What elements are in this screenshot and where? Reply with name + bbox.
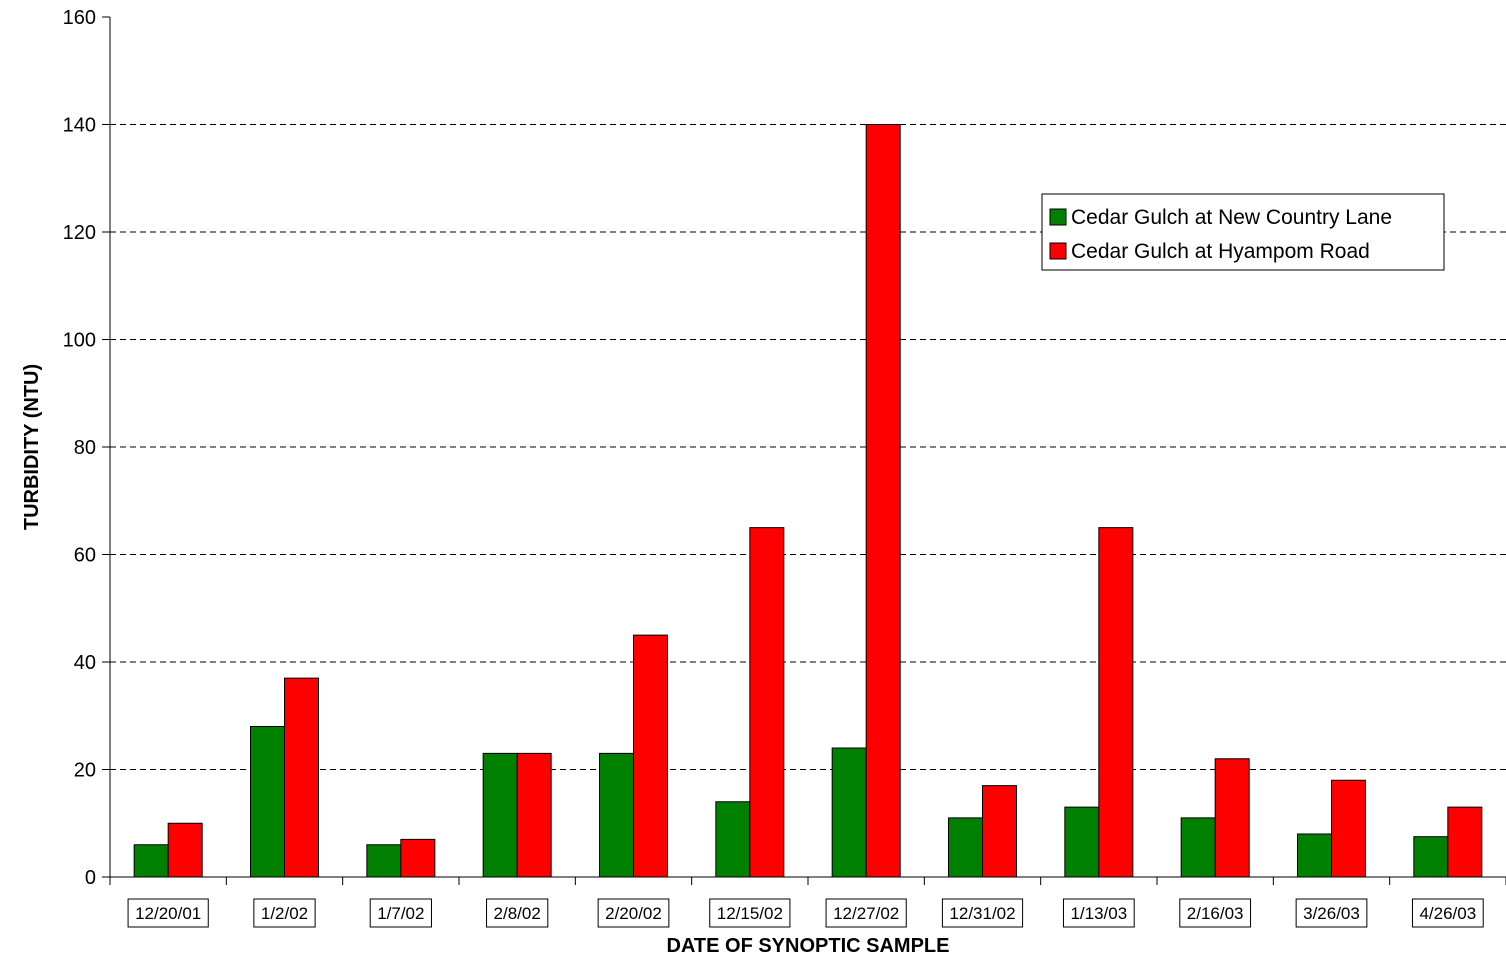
x-category-text: 1/13/03 (1070, 904, 1127, 923)
x-category-text: 12/20/01 (135, 904, 201, 923)
bar-new-country-lane (948, 817, 983, 878)
x-category-label: 3/26/03 (1295, 898, 1368, 928)
bar-new-country-lane (1413, 836, 1449, 878)
bar-new-country-lane (250, 726, 285, 878)
bar-hyampom-road (284, 677, 319, 878)
bar-hyampom-road (516, 752, 552, 878)
bar-new-country-lane (831, 747, 867, 878)
bar-hyampom-road (167, 822, 203, 878)
bar-new-country-lane (133, 844, 169, 878)
x-category-label: 12/20/01 (127, 898, 209, 928)
legend: Cedar Gulch at New Country Lane Cedar Gul… (1041, 193, 1445, 271)
bar-new-country-lane (715, 801, 751, 878)
x-category-box (597, 898, 670, 928)
bar-hyampom-road (1098, 527, 1134, 878)
x-category-box (369, 898, 432, 928)
bar-hyampom-road (400, 838, 436, 878)
x-category-label: 12/27/02 (825, 898, 907, 928)
bar-hyampom-road (1447, 806, 1483, 878)
y-axis-title: TURBIDITY (NTU) (21, 364, 43, 530)
x-category-box (941, 898, 1024, 928)
y-tick-label: 40 (74, 652, 96, 674)
axes (102, 16, 1506, 885)
x-category-label: 2/16/03 (1179, 898, 1252, 928)
bar-new-country-lane (599, 752, 634, 878)
legend-swatch (1049, 208, 1067, 226)
x-category-box (1295, 898, 1368, 928)
x-category-text: 12/15/02 (717, 904, 783, 923)
legend-label: Cedar Gulch at Hyampom Road (1071, 240, 1370, 263)
y-tick-label: 0 (85, 867, 96, 889)
x-category-text: 12/27/02 (833, 904, 899, 923)
y-tick-label: 120 (63, 222, 96, 244)
legend-label: Cedar Gulch at New Country Lane (1071, 206, 1392, 229)
bar-new-country-lane (1064, 806, 1100, 878)
x-category-box (1179, 898, 1252, 928)
y-tick-label: 20 (74, 760, 96, 782)
y-tick-label: 100 (63, 330, 96, 352)
x-category-text: 2/8/02 (494, 904, 541, 923)
bar-new-country-lane (366, 844, 402, 878)
legend-box (1041, 193, 1445, 271)
x-category-box (486, 898, 549, 928)
bar-hyampom-road (1331, 779, 1366, 878)
bar-hyampom-road (1214, 758, 1250, 878)
x-category-label: 12/31/02 (941, 898, 1024, 928)
bar-new-country-lane (1297, 833, 1332, 878)
x-axis-title: DATE OF SYNOPTIC SAMPLE (667, 935, 950, 957)
bars (133, 124, 1483, 878)
x-category-text: 1/7/02 (377, 904, 424, 923)
y-tick-label: 80 (74, 437, 96, 459)
x-category-box (709, 898, 791, 928)
x-category-box (825, 898, 907, 928)
x-category-label: 2/8/02 (486, 898, 549, 928)
x-category-box (1411, 898, 1484, 928)
x-category-label: 1/7/02 (369, 898, 432, 928)
x-category-label: 12/15/02 (709, 898, 791, 928)
x-category-labels: 12/20/01 1/2/02 1/7/02 2/8/02 2/20/02 12/15/0… (127, 898, 1484, 928)
x-category-box (253, 898, 316, 928)
x-category-box (127, 898, 209, 928)
bar-new-country-lane (482, 752, 518, 878)
y-tick-label: 60 (74, 545, 96, 567)
x-category-text: 2/16/03 (1187, 904, 1244, 923)
x-category-label: 1/13/03 (1062, 898, 1135, 928)
bar-hyampom-road (865, 124, 901, 878)
x-category-label: 4/26/03 (1411, 898, 1484, 928)
bar-hyampom-road (633, 634, 668, 878)
y-tick-label: 140 (63, 115, 96, 137)
y-tick-label: 160 (63, 7, 96, 29)
x-category-label: 2/20/02 (597, 898, 670, 928)
x-category-text: 4/26/03 (1419, 904, 1476, 923)
bar-new-country-lane (1180, 817, 1216, 878)
x-category-text: 1/2/02 (261, 904, 308, 923)
x-category-box (1062, 898, 1135, 928)
legend-swatch (1049, 242, 1067, 260)
x-category-text: 3/26/03 (1303, 904, 1360, 923)
x-category-label: 1/2/02 (253, 898, 316, 928)
x-category-text: 12/31/02 (949, 904, 1015, 923)
x-category-text: 2/20/02 (605, 904, 662, 923)
bar-hyampom-road (982, 785, 1017, 878)
bar-hyampom-road (749, 527, 785, 878)
y-tick-labels: 0 20 40 60 80 100 120 140 160 (63, 7, 96, 889)
